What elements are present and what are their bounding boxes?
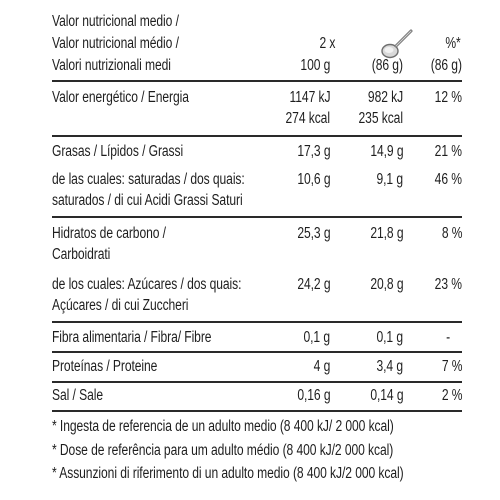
spoon-icon [381,29,413,59]
value-100g: 24,2 g [296,276,330,293]
value-portion: 14,9 g [369,143,403,160]
value-portion: 20,8 g [369,276,403,293]
value-percent: 23 % [434,276,462,293]
col-100g: 100 g [300,57,330,74]
row-label: de los cuales: Azúcares / dos quais: [52,276,242,293]
divider [52,381,462,383]
value-percent: 8 % [441,225,462,242]
portion-count: 2 x [319,35,335,52]
percent-label: %* [445,35,461,52]
value-portion: 235 kcal [358,110,403,127]
header-title-pt: Valor nutricional médio / [52,35,179,52]
row-label: Fibra alimentaria / Fibra/ Fibre [52,329,212,346]
divider [52,216,462,218]
header-title-it: Valori nutrizionali medi [52,57,171,74]
value-100g: 0,1 g [303,329,330,346]
divider [52,135,462,137]
footnote: * Ingesta de referencia de un adulto med… [52,418,394,435]
footnote: * Assunzioni di riferimento di un adulto… [52,465,404,482]
row-label: Hidratos de carbono / [52,225,166,242]
value-100g: 274 kcal [285,110,330,127]
row-label: Proteínas / Proteine [52,358,158,375]
value-percent: - [446,329,450,346]
row-label: Açúcares / di cui Zuccheri [52,297,189,314]
row-label: saturados / di cui Acidi Grassi Saturi [52,192,243,209]
divider [52,410,462,413]
value-portion: 982 kJ [367,89,403,106]
col-portion-weight: (86 g) [371,57,403,74]
row-label: Sal / Sale [52,387,103,404]
value-percent: 7 % [441,358,462,375]
value-100g: 4 g [313,358,330,375]
divider [52,80,462,83]
value-100g: 25,3 g [296,225,330,242]
value-100g: 1147 kJ [289,89,330,106]
row-label: de las cuales: saturadas / dos quais: [52,171,245,188]
value-100g: 0,16 g [296,387,330,404]
value-percent: 46 % [434,171,462,188]
value-portion: 21,8 g [369,225,403,242]
value-100g: 10,6 g [296,171,330,188]
col-percent-weight: (86 g) [430,57,462,74]
value-portion: 0,14 g [369,387,403,404]
value-percent: 21 % [434,143,462,160]
value-portion: 3,4 g [376,358,403,375]
value-portion: 9,1 g [376,171,403,188]
footnote: * Dose de referência para um adulto médi… [52,442,394,459]
value-percent: 12 % [434,89,462,106]
row-label: Carboidrati [52,246,111,263]
row-label: Valor energético / Energia [52,89,189,106]
divider [52,321,462,323]
value-100g: 17,3 g [296,143,330,160]
value-portion: 0,1 g [376,329,403,346]
value-percent: 2 % [441,387,462,404]
row-label: Grasas / Lípidos / Grassi [52,143,184,160]
header-title-es: Valor nutricional medio / [52,13,179,30]
divider [52,351,462,353]
